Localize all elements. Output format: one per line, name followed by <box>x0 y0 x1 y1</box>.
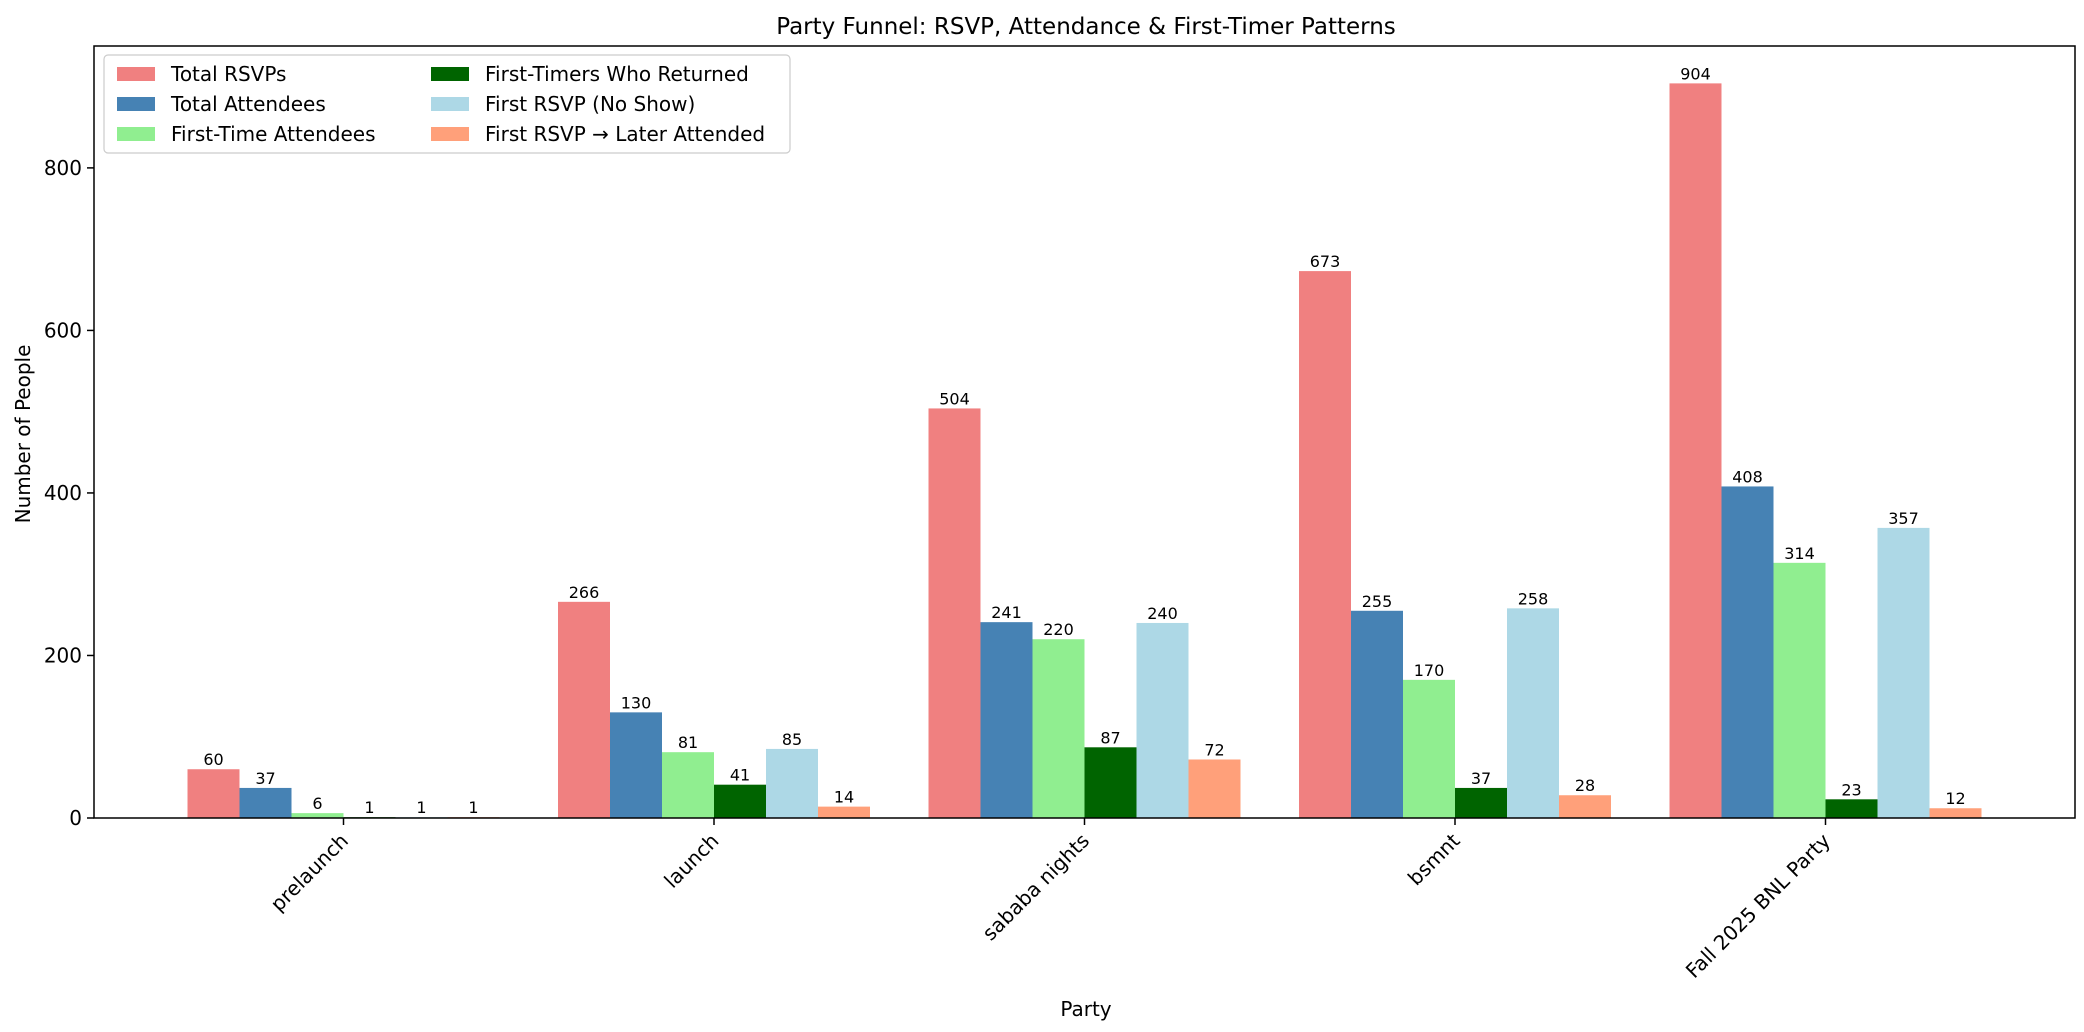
data-label-1-0: 37 <box>255 769 275 788</box>
data-label-2-2: 220 <box>1043 620 1074 639</box>
bar-0-0 <box>187 769 240 818</box>
legend: Total RSVPs Total Attendees First-Time Att… <box>103 54 791 154</box>
data-label-0-3: 673 <box>1310 252 1341 271</box>
bar-0-4 <box>1669 83 1722 819</box>
bar-2-1 <box>662 752 714 818</box>
data-label-5-4: 12 <box>1945 789 1965 808</box>
data-label-1-4: 408 <box>1732 467 1763 486</box>
legend-label-1: Total Attendees <box>170 92 326 116</box>
data-label-3-3: 37 <box>1471 769 1491 788</box>
data-label-3-0: 1 <box>364 798 374 817</box>
chart-title: Party Funnel: RSVP, Attendance & First-T… <box>776 14 1396 40</box>
y-tick-label-3: 600 <box>44 318 82 342</box>
data-label-5-3: 28 <box>1575 776 1595 795</box>
data-label-1-3: 255 <box>1362 592 1393 611</box>
legend-label-0: Total RSVPs <box>170 62 286 86</box>
data-label-4-1: 85 <box>782 730 802 749</box>
bar-1-1 <box>610 712 662 818</box>
bar-5-1 <box>818 806 870 818</box>
data-label-4-4: 357 <box>1888 509 1919 528</box>
y-tick-label-2: 400 <box>44 481 82 505</box>
bar-2-0 <box>291 813 344 818</box>
data-label-0-0: 60 <box>203 750 223 769</box>
data-label-0-1: 266 <box>569 583 600 602</box>
data-label-1-1: 130 <box>621 693 652 712</box>
legend-swatch-1 <box>117 97 155 111</box>
x-axis-label: Party <box>1060 997 1111 1021</box>
data-label-4-2: 240 <box>1147 604 1178 623</box>
legend-label-3: First-Timers Who Returned <box>485 62 749 86</box>
bar-3-3 <box>1455 787 1507 818</box>
data-label-4-0: 1 <box>416 798 426 817</box>
bar-3-1 <box>714 784 766 818</box>
data-label-2-1: 81 <box>678 733 698 752</box>
y-axis-label: Number of People <box>11 345 35 524</box>
bar-0-2 <box>928 408 981 818</box>
data-label-5-2: 72 <box>1204 740 1224 759</box>
data-label-3-1: 41 <box>730 766 750 785</box>
legend-swatch-4 <box>431 97 469 111</box>
bar-2-4 <box>1773 562 1826 818</box>
bar-0-1 <box>558 601 610 818</box>
bar-2-2 <box>1032 639 1085 818</box>
bar-1-0 <box>239 787 292 818</box>
bar-4-2 <box>1136 622 1189 818</box>
x-tick-label-1: launch <box>659 829 723 893</box>
y-tick-label-1: 200 <box>44 643 82 667</box>
data-label-3-2: 87 <box>1100 728 1120 747</box>
legend-swatch-3 <box>431 67 469 81</box>
x-tick-label-4: Fall 2025 BNL Party <box>1681 828 1835 982</box>
data-label-5-1: 14 <box>834 788 854 807</box>
data-label-2-3: 170 <box>1414 661 1445 680</box>
data-label-1-2: 241 <box>991 603 1022 622</box>
bar-3-4 <box>1825 799 1878 818</box>
x-tick-label-0: prelaunch <box>266 829 353 916</box>
bar-0-3 <box>1299 271 1351 818</box>
legend-swatch-2 <box>117 127 155 141</box>
data-label-5-0: 1 <box>468 798 478 817</box>
bar-1-2 <box>980 622 1033 818</box>
bar-2-3 <box>1403 679 1455 818</box>
y-tick-label-0: 0 <box>69 806 82 830</box>
data-label-0-4: 904 <box>1680 64 1711 83</box>
x-tick-label-3: bsmnt <box>1403 828 1465 890</box>
bar-4-3 <box>1507 608 1559 818</box>
bar-5-4 <box>1929 808 1982 818</box>
data-label-2-0: 6 <box>312 794 322 813</box>
bar-3-2 <box>1084 747 1137 818</box>
bar-5-3 <box>1559 795 1611 818</box>
legend-swatch-5 <box>431 127 469 141</box>
legend-label-4: First RSVP (No Show) <box>485 92 695 116</box>
plot-area: 60 266 504 673 904 37 130 241 255 408 6 81 220 170 314… <box>44 45 2076 983</box>
x-tick-label-2: sababa nights <box>977 829 1094 946</box>
bar-1-4 <box>1721 486 1774 818</box>
legend-label-2: First-Time Attendees <box>171 122 376 146</box>
data-label-3-4: 23 <box>1841 780 1861 799</box>
y-tick-label-4: 800 <box>44 156 82 180</box>
bar-5-2 <box>1188 759 1241 818</box>
bar-1-3 <box>1351 610 1403 818</box>
data-label-4-3: 258 <box>1518 589 1549 608</box>
bar-4-4 <box>1877 527 1930 818</box>
legend-label-5: First RSVP → Later Attended <box>485 122 765 146</box>
legend-swatch-0 <box>117 67 155 81</box>
data-label-2-4: 314 <box>1784 544 1815 563</box>
data-label-0-2: 504 <box>939 389 970 408</box>
bar-4-1 <box>766 748 818 818</box>
